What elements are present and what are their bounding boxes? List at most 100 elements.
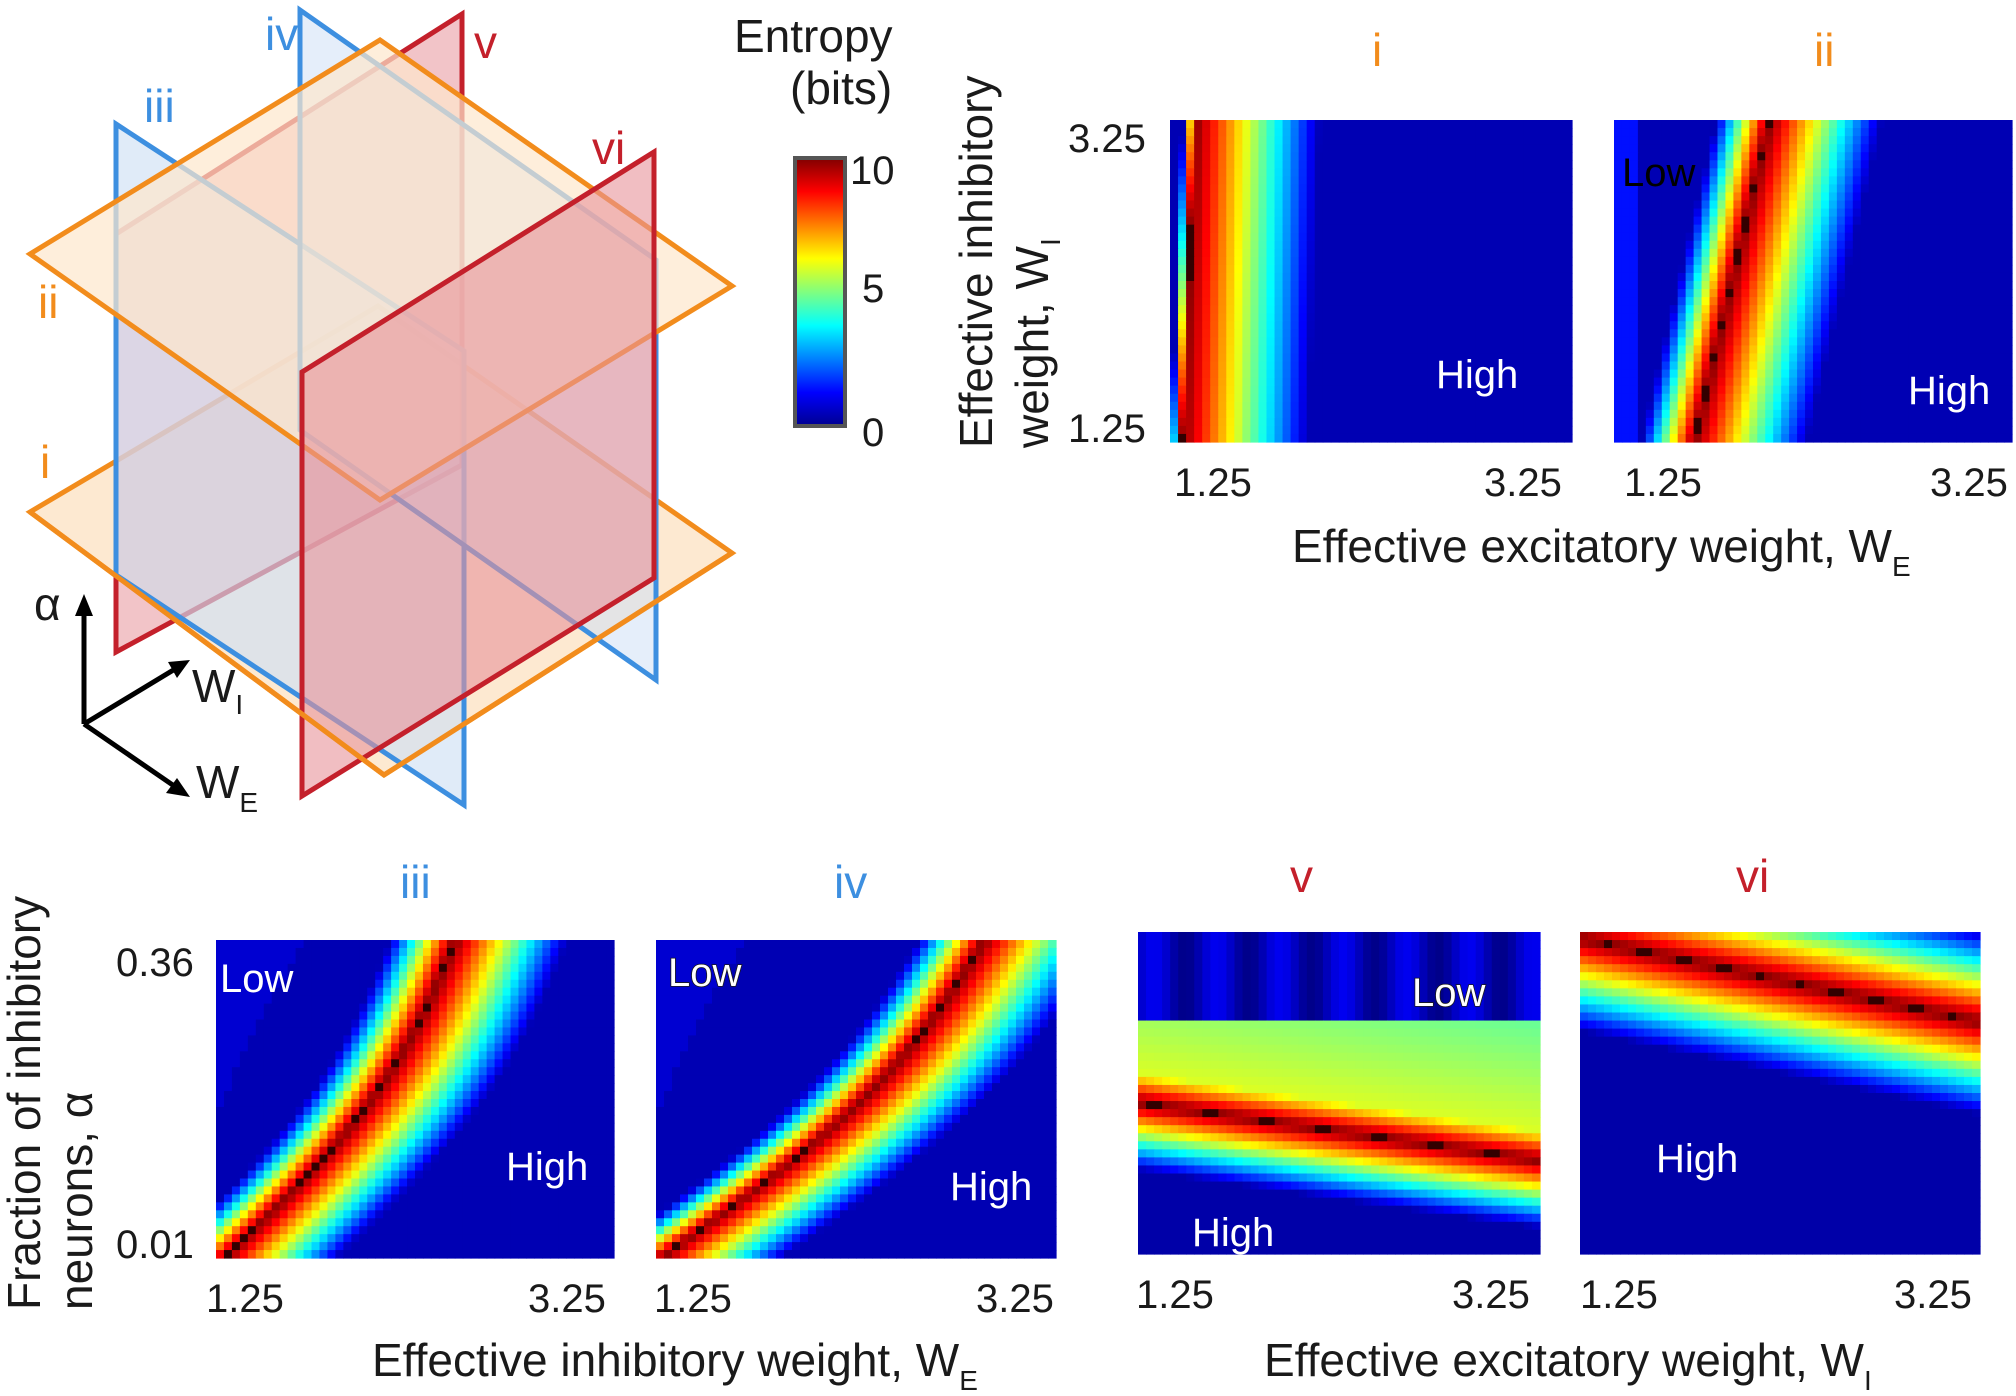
heatmap-cell bbox=[1725, 168, 1734, 177]
heatmap-cell bbox=[542, 1027, 551, 1036]
heatmap-cell bbox=[1892, 361, 1902, 371]
heatmap-cell bbox=[327, 963, 336, 973]
heatmap-cell bbox=[1491, 417, 1501, 427]
heatmap-cell bbox=[1836, 192, 1846, 202]
heatmap-cell bbox=[1555, 208, 1565, 218]
heatmap-cell bbox=[550, 1043, 559, 1052]
heatmap-cell bbox=[1685, 361, 1695, 371]
heatmap-cell bbox=[1828, 377, 1838, 387]
heatmap-cell bbox=[271, 1003, 281, 1013]
heatmap-cell bbox=[1298, 152, 1308, 161]
heatmap-cell bbox=[558, 995, 567, 1005]
heatmap-cell bbox=[1322, 144, 1332, 153]
heatmap-cell bbox=[1876, 409, 1886, 419]
heatmap-cell bbox=[1614, 425, 1623, 435]
heatmap-cell bbox=[1306, 184, 1316, 194]
heatmap-cell bbox=[422, 1067, 432, 1076]
heatmap-cell bbox=[1924, 192, 1933, 202]
heatmap-cell bbox=[1773, 369, 1782, 379]
heatmap-cell bbox=[1980, 425, 1989, 435]
heatmap-cell bbox=[526, 979, 535, 989]
heatmap-cell bbox=[1614, 281, 1623, 290]
heatmap-cell bbox=[462, 987, 472, 997]
heatmap-cell bbox=[1451, 425, 1461, 435]
heatmap-cell bbox=[1186, 208, 1195, 218]
heatmap-cell bbox=[1475, 136, 1485, 145]
heatmap-cell bbox=[534, 1035, 543, 1044]
heatmap-cell bbox=[1956, 136, 1965, 145]
heatmap-cell bbox=[1972, 385, 1981, 395]
heatmap-cell bbox=[1186, 240, 1195, 250]
heatmap-cell bbox=[1515, 264, 1525, 274]
heatmap-cell bbox=[1852, 361, 1862, 371]
heatmap-cell bbox=[1314, 248, 1324, 258]
heatmap-cell bbox=[1614, 144, 1623, 153]
heatmap-cell bbox=[1781, 144, 1790, 153]
heatmap-cell bbox=[1757, 425, 1766, 435]
heatmap-cell bbox=[2004, 168, 2013, 177]
panel-title-i: i bbox=[1372, 24, 1382, 76]
heatmap-cell bbox=[1467, 240, 1477, 250]
heatmap-cell bbox=[1661, 329, 1671, 338]
heatmap-cell bbox=[1314, 144, 1324, 153]
heatmap-cell bbox=[1940, 393, 1949, 403]
heatmap-cell bbox=[1820, 417, 1830, 427]
heatmap-cell bbox=[1980, 120, 1989, 129]
heatmap-cell bbox=[1411, 160, 1420, 169]
heatmap-cell bbox=[1507, 377, 1517, 387]
heatmap-cell bbox=[1701, 297, 1711, 306]
heatmap-cell bbox=[1645, 337, 1655, 346]
heatmap-cell bbox=[1427, 120, 1436, 129]
heatmap-cell bbox=[1916, 409, 1926, 419]
heatmap-cell bbox=[1202, 305, 1211, 314]
heatmap-cell bbox=[1693, 168, 1703, 177]
heatmap-cell bbox=[1451, 216, 1461, 226]
heatmap-cell bbox=[383, 987, 392, 997]
heatmap-cell bbox=[216, 979, 225, 989]
heatmap-cell bbox=[1932, 184, 1941, 194]
heatmap-cell bbox=[1563, 272, 1573, 282]
heatmap-cell bbox=[1563, 224, 1573, 234]
heatmap-cell bbox=[1614, 377, 1623, 387]
heatmap-cell bbox=[1661, 272, 1671, 282]
heatmap-cell bbox=[1789, 369, 1798, 379]
heatmap-cell bbox=[2004, 136, 2013, 145]
heatmap-cell bbox=[1948, 417, 1957, 427]
heatmap-cell bbox=[1266, 289, 1276, 298]
heatmap-cell bbox=[1884, 232, 1894, 242]
heatmap-cell bbox=[1475, 369, 1485, 379]
heatmap-cell bbox=[1805, 264, 1814, 274]
heatmap-cell bbox=[383, 1011, 392, 1021]
heatmap-cell bbox=[223, 1059, 233, 1068]
heatmap-cell bbox=[1645, 272, 1655, 282]
heatmap-cell bbox=[1940, 144, 1949, 153]
heatmap-cell bbox=[1210, 200, 1219, 210]
heatmap-cell bbox=[1749, 152, 1758, 161]
heatmap-cell bbox=[391, 1051, 400, 1060]
heatmap-cell bbox=[1685, 240, 1695, 250]
heatmap-cell bbox=[1547, 433, 1557, 443]
heatmap-cell bbox=[1813, 313, 1822, 322]
heatmap-cell bbox=[1797, 232, 1806, 242]
heatmap-cell bbox=[1669, 192, 1679, 202]
heatmap-cell bbox=[558, 1019, 567, 1029]
heatmap-cell bbox=[1852, 393, 1862, 403]
heatmap-cell bbox=[1757, 369, 1766, 379]
heatmap-cell bbox=[1427, 425, 1436, 435]
heatmap-cell bbox=[606, 963, 615, 973]
heatmap-cell bbox=[1892, 248, 1902, 258]
heatmap-cell bbox=[375, 1003, 384, 1013]
heatmap-cell bbox=[1828, 393, 1838, 403]
heatmap-cell bbox=[1427, 272, 1436, 282]
heatmap-cell bbox=[1314, 168, 1324, 177]
heatmap-cell bbox=[279, 1003, 289, 1013]
heatmap-cell bbox=[1733, 305, 1742, 314]
heatmap-cell bbox=[1274, 224, 1284, 234]
heatmap-cell bbox=[1483, 393, 1493, 403]
heatmap-cell bbox=[295, 1075, 305, 1084]
heatmap-cell bbox=[1614, 152, 1623, 161]
heatmap-cell bbox=[1178, 337, 1187, 346]
heatmap-cell bbox=[2004, 152, 2013, 161]
heatmap-cell bbox=[1170, 377, 1179, 387]
heatmap-cell bbox=[1491, 385, 1501, 395]
